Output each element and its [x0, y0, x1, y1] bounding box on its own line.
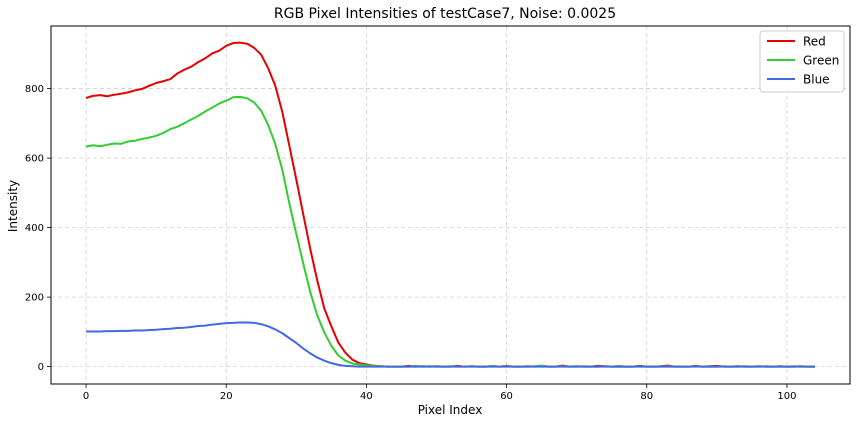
x-tick-label: 60	[500, 391, 513, 402]
legend: Red Green Blue	[759, 30, 845, 93]
y-tick-label: 0	[38, 362, 44, 373]
x-axis-label: Pixel Index	[418, 403, 483, 417]
plot-frame	[50, 25, 851, 385]
y-tick-label: 800	[25, 84, 44, 95]
x-tick-label: 0	[83, 391, 89, 402]
chart-title: RGB Pixel Intensities of testCase7, Nois…	[274, 6, 616, 22]
series-line-red	[85, 41, 815, 368]
legend-label-blue: Blue	[803, 73, 830, 87]
y-axis-label: Intensity	[6, 180, 20, 232]
y-tick-label: 200	[25, 293, 44, 304]
legend-box	[759, 30, 845, 93]
series-layer	[85, 41, 815, 368]
x-axis: 0 20 40 60 80 100	[83, 384, 796, 402]
legend-label-red: Red	[803, 35, 826, 49]
x-tick-label: 80	[640, 391, 653, 402]
y-tick-label: 600	[25, 154, 44, 165]
legend-label-green: Green	[803, 54, 839, 68]
x-tick-label: 20	[220, 391, 233, 402]
x-tick-label: 100	[777, 391, 796, 402]
y-tick-label: 400	[25, 223, 44, 234]
y-axis: 0 200 400 600 800	[25, 84, 51, 373]
x-tick-label: 40	[360, 391, 373, 402]
series-line-blue	[86, 321, 815, 368]
